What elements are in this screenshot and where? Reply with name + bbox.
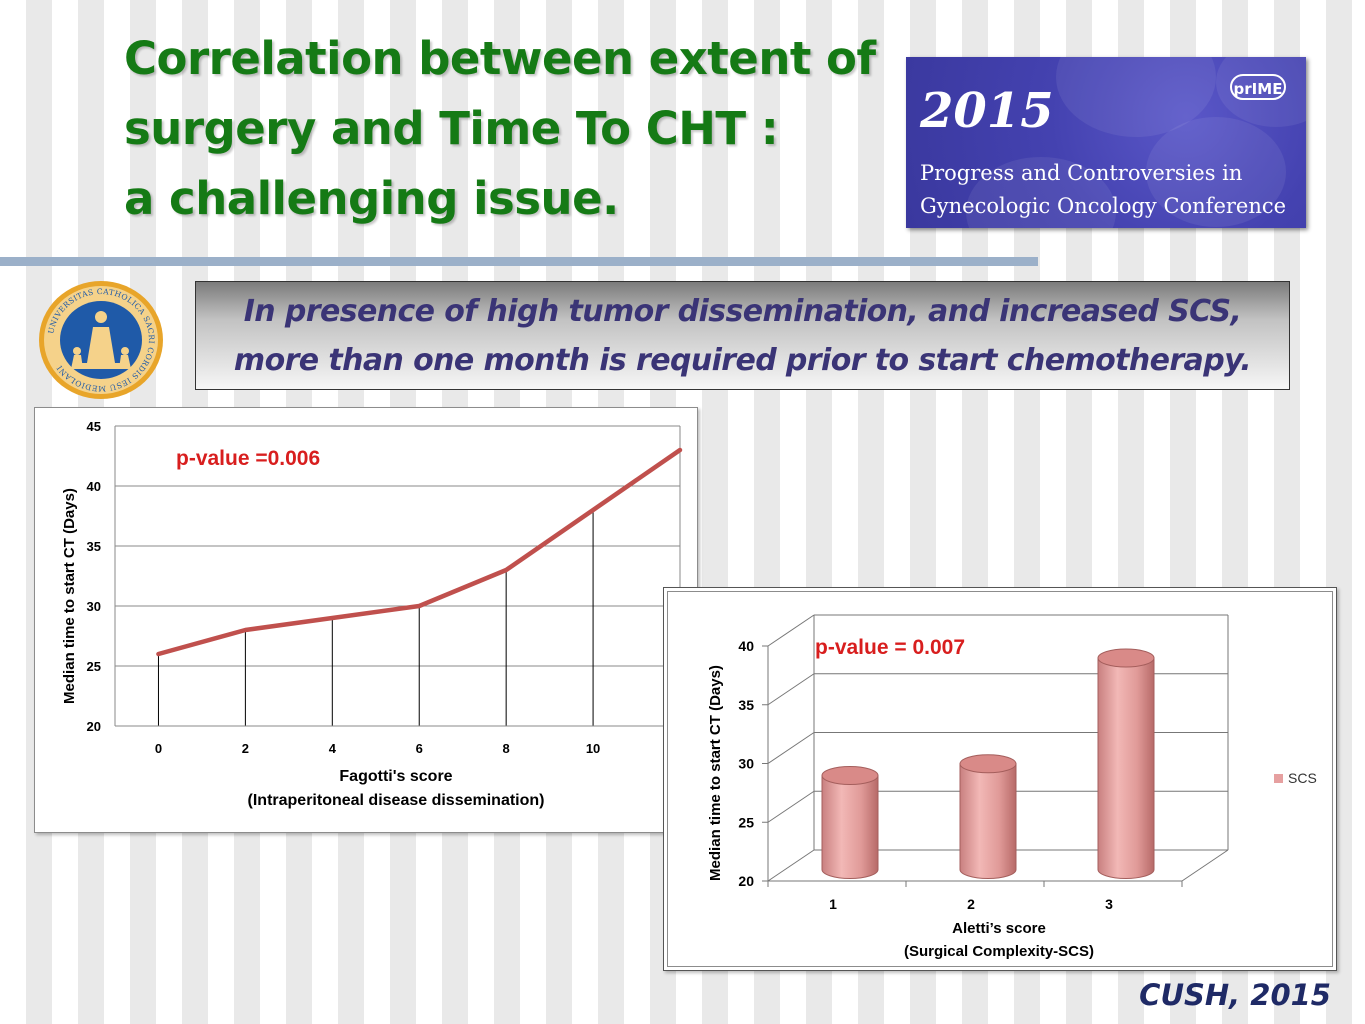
chart2-bar-body	[959, 763, 1017, 879]
chart2-bar-body	[1097, 657, 1155, 879]
chart2-x-tick-label: 1	[829, 896, 837, 912]
chart2-side-gridline	[767, 849, 815, 882]
aletti-bar-chart-svg: 20 25 30 35 40 1 2 3 Median time to start CT (…	[707, 614, 1317, 960]
chart1-series	[156, 447, 683, 657]
chart1-y-tick-label: 45	[87, 419, 101, 434]
conference-logo: prIME 2015 Progress and Controversies in…	[906, 57, 1306, 228]
conference-name-line-2: Gynecologic Oncology Conference	[920, 194, 1287, 218]
conference-name: Progress and Controversies in Gynecologi…	[920, 157, 1286, 223]
source-citation: CUSH, 2015	[1139, 978, 1331, 1012]
chart2-side-gridline	[767, 614, 815, 647]
chart2-x-axis-label: Aletti’s score	[952, 920, 1046, 937]
chart2-bar-top	[959, 754, 1017, 774]
chart1-y-tick-label: 40	[87, 479, 101, 494]
chart1-y-tick-label: 35	[87, 539, 101, 554]
chart1-x-axis-label: Fagotti's score	[339, 768, 452, 785]
chart1-drop-lines	[157, 450, 681, 726]
chart2-side-gridline	[767, 732, 815, 764]
chart1-y-tick-labels: 20 25 30 35 40 45	[87, 419, 101, 734]
chart2-legend-swatch	[1274, 774, 1283, 783]
chart1-x-tick-label: 10	[586, 741, 600, 756]
chart2-p-value: p-value = 0.007	[815, 636, 965, 659]
aletti-bar-chart: 20 25 30 35 40 1 2 3 Median time to start CT (…	[663, 587, 1337, 971]
chart1-series-line	[156, 447, 683, 657]
chart2-x-tick-labels: 1 2 3	[829, 896, 1113, 912]
banner-line-2: more than one month is required prior to…	[233, 343, 1252, 378]
chart2-3d-walls	[762, 614, 1229, 887]
chart1-p-value: p-value =0.006	[176, 447, 320, 470]
title-line-1: Correlation between extent of	[124, 32, 876, 85]
chart2-y-tick-label: 40	[738, 638, 754, 654]
chart1-y-tick-label: 20	[87, 719, 101, 734]
chart1-axes	[114, 425, 681, 727]
chart1-x-tick-label: 0	[155, 741, 162, 756]
chart2-y-tick-label: 25	[738, 814, 754, 830]
chart1-x-tick-labels: 024681012	[155, 741, 687, 756]
chart2-y-axis-label: Median time to start CT (Days)	[707, 665, 724, 881]
chart2-y-tick-label: 35	[738, 697, 754, 713]
chart2-inner-frame	[667, 591, 1333, 967]
chart2-bar-body	[821, 775, 879, 879]
chart2-bar	[821, 766, 879, 879]
chart2-x-tick-label: 2	[967, 896, 975, 912]
university-seal-icon: UNIVERSITAS CATHOLICA SACRI CORDIS IESU …	[39, 281, 163, 399]
conference-brand-logo: prIME	[1230, 74, 1286, 100]
title-line-2: surgery and Time To CHT :	[124, 102, 779, 155]
chart2-x-tick-label: 3	[1105, 896, 1113, 912]
title-line-3: a challenging issue.	[124, 172, 619, 225]
banner-line-1: In presence of high tumor dissemination,…	[243, 294, 1242, 329]
title-divider	[0, 257, 1038, 266]
chart2-bar	[1097, 648, 1155, 879]
chart2-bar-top	[821, 766, 879, 785]
chart1-y-tick-label: 25	[87, 659, 101, 674]
chart2-floor-edge	[1181, 849, 1229, 882]
chart2-x-axis-sublabel: (Surgical Complexity-SCS)	[904, 943, 1094, 960]
key-message-banner: In presence of high tumor dissemination,…	[195, 281, 1290, 390]
chart1-y-tick-label: 30	[87, 599, 101, 614]
slide-title: Correlation between extent of surgery an…	[124, 24, 876, 234]
chart1-x-tick-label: 2	[242, 741, 249, 756]
chart2-y-tick-label: 30	[738, 756, 754, 772]
chart1-x-axis-sublabel: (Intraperitoneal disease dissemination)	[248, 792, 545, 809]
chart2-y-tick-labels: 20 25 30 35 40	[738, 638, 754, 889]
chart2-side-gridline	[767, 673, 815, 706]
chart2-bars	[821, 648, 1155, 879]
chart2-bar	[959, 754, 1017, 879]
chart2-y-tick-label: 20	[738, 873, 754, 889]
chart2-side-gridline	[767, 790, 815, 823]
conference-name-line-1: Progress and Controversies in	[920, 161, 1243, 185]
conference-year: 2015	[920, 83, 1054, 139]
chart1-x-tick-label: 6	[416, 741, 423, 756]
chart1-x-tick-label: 8	[503, 741, 510, 756]
chart2-bar-top	[1097, 648, 1155, 668]
chart2-legend-label: SCS	[1288, 770, 1317, 786]
chart1-x-tick-label: 4	[329, 741, 337, 756]
chart1-y-axis-label: Median time to start CT (Days)	[61, 488, 78, 704]
